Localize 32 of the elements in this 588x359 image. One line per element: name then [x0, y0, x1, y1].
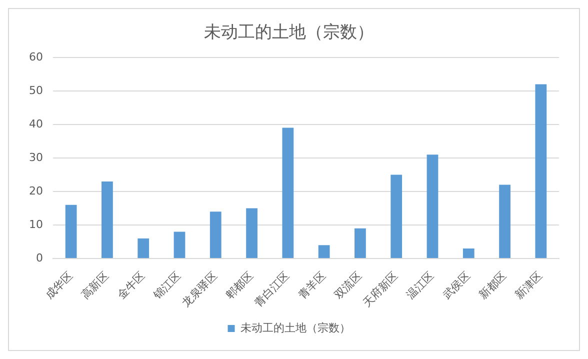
x-tick-label: 青白江区: [252, 269, 292, 310]
legend-label: 未动工的土地（宗数）: [240, 321, 350, 334]
bar: [462, 248, 474, 258]
bar: [318, 245, 330, 258]
bar: [246, 208, 258, 258]
y-tick-label: 60: [28, 50, 43, 64]
y-tick-label: 10: [28, 218, 43, 231]
bar: [174, 232, 186, 258]
bar: [426, 154, 438, 258]
y-tick-label: 20: [28, 184, 43, 198]
x-tick-label: 温江区: [404, 269, 437, 302]
x-tick-label: 高新区: [78, 269, 112, 302]
x-tick-label: 武侯区: [440, 269, 473, 302]
x-tick-label: 金牛区: [114, 269, 148, 302]
bar: [499, 184, 510, 258]
x-tick-label: 新津区: [512, 269, 546, 302]
bar: [535, 84, 547, 258]
bar: [282, 128, 294, 258]
bar: [390, 174, 402, 258]
y-tick-label: 50: [28, 84, 43, 97]
y-tick-label: 30: [28, 150, 43, 164]
bar: [102, 181, 113, 258]
y-tick-label: 0: [36, 251, 43, 264]
x-tick-label: 成华区: [42, 269, 76, 302]
bar: [65, 204, 77, 258]
y-tick-label: 40: [28, 117, 43, 130]
x-tick-label: 新都区: [476, 269, 509, 302]
chart-title: 未动工的土地（宗数）: [204, 22, 374, 43]
bar: [210, 212, 222, 258]
x-tick-label: 青羊区: [296, 269, 328, 302]
bar: [138, 238, 150, 258]
bar: [354, 228, 366, 258]
